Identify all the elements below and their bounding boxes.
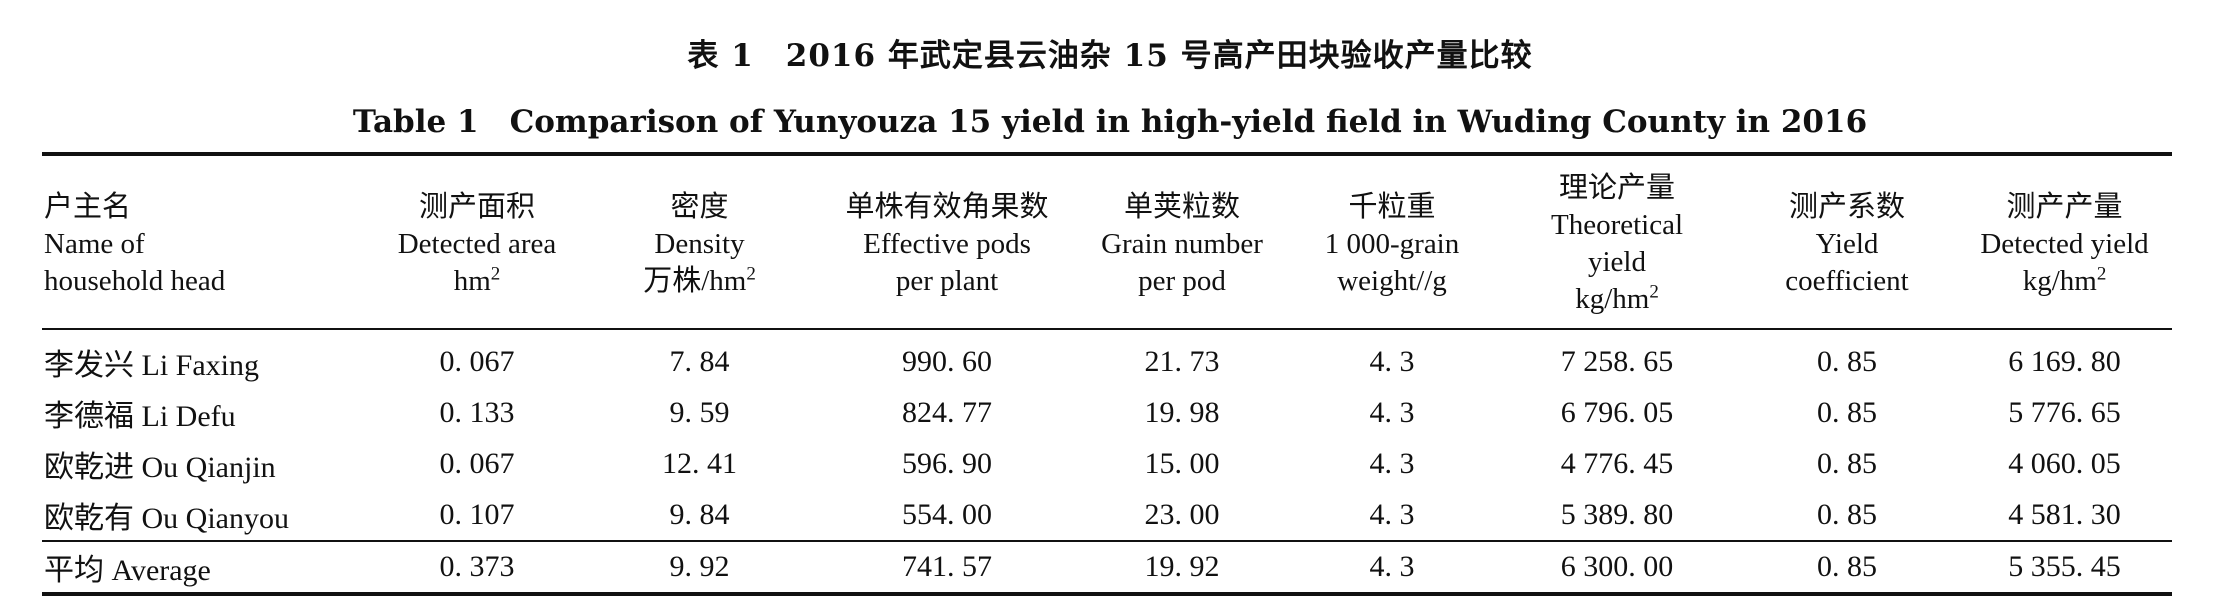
header-cn: 单荚粒数 bbox=[1123, 190, 1240, 223]
cell-detected: 6 169. 80 bbox=[2008, 344, 2121, 378]
header-en: coefficient bbox=[1785, 264, 1909, 297]
header-unit: 万株/hm2 bbox=[586, 263, 813, 300]
table-caption-chinese: 表 1 2016 年武定县云油杂 15 号高产田块验收产量比较 bbox=[687, 38, 1533, 74]
header-en: Theoretical bbox=[1550, 209, 1684, 241]
unit-text: kg/hm bbox=[2022, 264, 2097, 297]
cell-name: 平均 Average bbox=[44, 554, 211, 587]
cell-name: 欧乾有 Ou Qianyou bbox=[44, 501, 289, 535]
cell-pods: 741. 57 bbox=[902, 550, 992, 583]
unit-text: hm bbox=[453, 264, 491, 297]
cell-density: 9. 84 bbox=[669, 497, 730, 531]
cell-weight: 4. 3 bbox=[1369, 395, 1415, 429]
cell-area: 0. 373 bbox=[439, 550, 515, 583]
column-header-grains: 单荚粒数 Grain number per pod bbox=[1077, 154, 1287, 329]
cell-name: 欧乾进 Ou Qianjin bbox=[44, 450, 276, 484]
cell-weight: 4. 3 bbox=[1369, 497, 1415, 531]
unit-superscript: 2 bbox=[490, 262, 501, 284]
column-header-area: 测产面积 Detected area hm2 bbox=[372, 154, 582, 329]
cell-detected: 5 776. 65 bbox=[2008, 395, 2121, 429]
header-en: weight//g bbox=[1337, 264, 1447, 297]
cell-theoretical: 4 776. 45 bbox=[1560, 446, 1674, 480]
header-cn: 千粒重 bbox=[1348, 190, 1436, 223]
cell-density: 9. 92 bbox=[669, 550, 730, 583]
cell-area: 0. 067 bbox=[439, 344, 515, 378]
header-en: yield bbox=[1588, 246, 1646, 278]
cell-grains: 15. 00 bbox=[1144, 446, 1220, 480]
cell-name: 李德福 Li Defu bbox=[44, 399, 236, 433]
header-cn: 理论产量 bbox=[1558, 172, 1675, 204]
cell-pods: 596. 90 bbox=[902, 446, 992, 480]
unit-superscript: 2 bbox=[1649, 281, 1659, 303]
cell-grains: 21. 73 bbox=[1144, 344, 1220, 378]
header-cn: 单株有效角果数 bbox=[845, 190, 1049, 223]
column-header-coefficient: 测产系数 Yield coefficient bbox=[1737, 154, 1957, 329]
header-en: Detected yield bbox=[1980, 227, 2149, 260]
cell-coefficient: 0. 85 bbox=[1817, 446, 1877, 480]
cell-detected: 4 060. 05 bbox=[2008, 446, 2121, 480]
header-en: household head bbox=[44, 264, 226, 297]
header-cn: 密度 bbox=[670, 190, 729, 223]
cell-detected: 4 581. 30 bbox=[2008, 497, 2121, 531]
table-row: 欧乾进 Ou Qianjin 0. 067 12. 41 596. 90 15.… bbox=[42, 438, 2172, 489]
cell-grains: 19. 92 bbox=[1144, 550, 1220, 583]
cell-weight: 4. 3 bbox=[1369, 446, 1415, 480]
unit-superscript: 2 bbox=[2096, 262, 2107, 284]
column-header-density: 密度 Density 万株/hm2 bbox=[582, 154, 817, 329]
header-cn: 测产产量 bbox=[2006, 190, 2123, 223]
cell-coefficient: 0. 85 bbox=[1817, 497, 1877, 531]
cell-name: 李发兴 Li Faxing bbox=[44, 348, 259, 382]
cell-coefficient: 0. 85 bbox=[1817, 550, 1877, 583]
cell-area: 0. 133 bbox=[439, 395, 515, 429]
cell-density: 7. 84 bbox=[669, 344, 730, 378]
cell-theoretical: 7 258. 65 bbox=[1560, 344, 1674, 378]
cell-density: 12. 41 bbox=[662, 446, 737, 480]
cell-coefficient: 0. 85 bbox=[1817, 344, 1877, 378]
header-en: per pod bbox=[1138, 264, 1226, 297]
header-cn: 户主名 bbox=[44, 190, 132, 223]
table-row: 李德福 Li Defu 0. 133 9. 59 824. 77 19. 98 … bbox=[42, 387, 2172, 438]
column-header-pods: 单株有效角果数 Effective pods per plant bbox=[817, 154, 1077, 329]
cell-pods: 554. 00 bbox=[902, 497, 992, 531]
cell-coefficient: 0. 85 bbox=[1817, 395, 1877, 429]
table-row: 李发兴 Li Faxing 0. 067 7. 84 990. 60 21. 7… bbox=[42, 329, 2172, 387]
cell-pods: 990. 60 bbox=[902, 344, 992, 378]
unit-text: 万株/hm bbox=[643, 264, 747, 297]
cell-area: 0. 107 bbox=[439, 497, 515, 531]
cell-grains: 23. 00 bbox=[1144, 497, 1220, 531]
yield-comparison-table: 户主名 Name of household head 测产面积 Detected… bbox=[42, 152, 2172, 596]
cell-weight: 4. 3 bbox=[1369, 344, 1415, 378]
header-en: Detected area bbox=[397, 227, 557, 260]
cell-pods: 824. 77 bbox=[902, 395, 992, 429]
cell-area: 0. 067 bbox=[439, 446, 515, 480]
cell-detected: 5 355. 45 bbox=[2008, 550, 2121, 583]
header-en: Density bbox=[654, 227, 745, 260]
table-row: 欧乾有 Ou Qianyou 0. 107 9. 84 554. 00 23. … bbox=[42, 489, 2172, 541]
unit-superscript: 2 bbox=[746, 262, 756, 284]
column-header-name: 户主名 Name of household head bbox=[42, 154, 372, 329]
cell-grains: 19. 98 bbox=[1144, 395, 1220, 429]
unit-text: kg/hm bbox=[1575, 283, 1650, 315]
average-row: 平均 Average 0. 373 9. 92 741. 57 19. 92 4… bbox=[42, 541, 2172, 594]
table-caption-english: Table 1 Comparison of Yunyouza 15 yield … bbox=[352, 104, 1868, 140]
header-en: Grain number bbox=[1101, 227, 1263, 260]
header-cn: 测产面积 bbox=[418, 190, 535, 223]
column-header-theoretical: 理论产量 Theoretical yield kg/hm2 bbox=[1497, 154, 1737, 329]
header-unit: hm2 bbox=[376, 263, 578, 300]
header-en: Name of bbox=[44, 227, 145, 260]
header-en: Yield bbox=[1815, 227, 1879, 260]
column-header-detected: 测产产量 Detected yield kg/hm2 bbox=[1957, 154, 2172, 329]
header-unit: kg/hm2 bbox=[1961, 263, 2168, 300]
cell-theoretical: 6 300. 00 bbox=[1560, 550, 1674, 583]
header-en: 1 000-grain bbox=[1324, 227, 1460, 260]
column-header-weight: 千粒重 1 000-grain weight//g bbox=[1287, 154, 1497, 329]
header-en: Effective pods bbox=[863, 227, 1031, 260]
header-en: per plant bbox=[895, 264, 999, 297]
cell-weight: 4. 3 bbox=[1369, 550, 1415, 583]
header-row: 户主名 Name of household head 测产面积 Detected… bbox=[42, 154, 2172, 329]
header-cn: 测产系数 bbox=[1788, 190, 1905, 223]
cell-theoretical: 6 796. 05 bbox=[1560, 395, 1674, 429]
cell-density: 9. 59 bbox=[669, 395, 730, 429]
cell-theoretical: 5 389. 80 bbox=[1560, 497, 1674, 531]
header-unit: kg/hm2 bbox=[1501, 281, 1733, 318]
